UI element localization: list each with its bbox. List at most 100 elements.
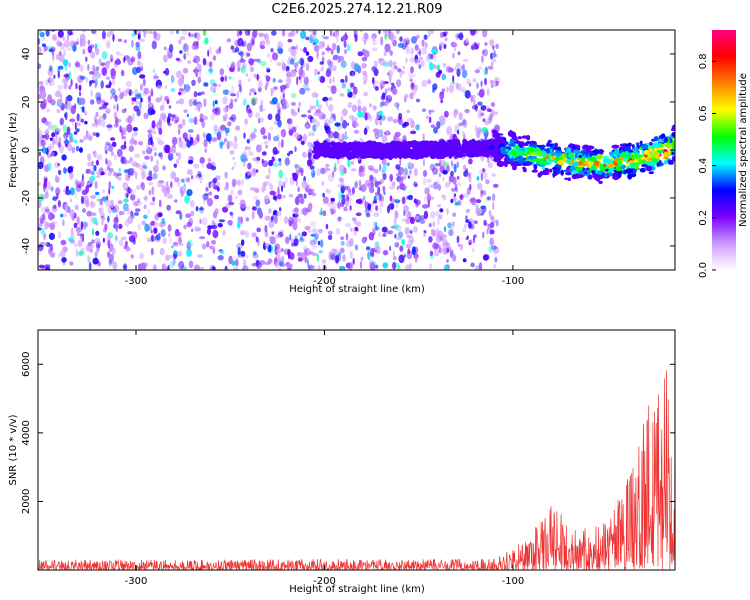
heatmap-cell [307,109,312,113]
heatmap-signal-cell [664,137,668,143]
heatmap-cell [87,162,93,167]
heatmap-cell [178,137,182,142]
heatmap-cell [473,220,478,225]
heatmap-signal-cell [452,147,458,151]
heatmap-cell [492,241,495,250]
heatmap-cell [54,91,61,98]
heatmap-cell [369,261,374,270]
heatmap-signal-cell [626,155,633,159]
heatmap-cell [456,82,459,90]
heatmap-cell [495,43,499,50]
heatmap-cell [278,267,282,270]
heatmap-cell [394,242,400,248]
heatmap-cell [233,142,238,150]
heatmap-cell [434,162,441,167]
heatmap-cell [297,218,302,223]
heatmap-cell [244,118,248,125]
heatmap-signal-cell [649,141,653,146]
heatmap-cell [172,257,176,266]
heatmap-signal-cell [611,172,619,178]
heatmap-cell [284,157,290,166]
heatmap-cell [70,40,76,47]
heatmap-cell [106,165,110,171]
heatmap-cell [239,86,242,93]
heatmap-cell [378,110,383,116]
heatmap-signal-cell [656,162,661,166]
heatmap-cell [253,195,258,201]
heatmap-cell [73,131,78,135]
heatmap-cell [350,168,357,172]
heatmap-cell [92,257,99,265]
heatmap-cell [132,127,138,132]
heatmap-cell [151,110,156,114]
heatmap-signal-cell [516,147,521,152]
heatmap-cell [444,37,448,42]
heatmap-cell [290,58,295,65]
heatmap-cell [466,187,471,195]
heatmap-cell [446,207,449,215]
heatmap-cell [389,245,392,251]
heatmap-cell [202,58,207,66]
heatmap-cell [187,129,194,133]
heatmap-cell [428,109,435,113]
x-tick-label: -200 [313,576,336,587]
heatmap-signal-cell [621,151,627,158]
heatmap-cell [484,77,487,86]
heatmap-cell [281,30,286,37]
heatmap-signal-cell [365,140,374,146]
heatmap-cell [489,229,495,235]
heatmap-cell [346,44,351,52]
colorbar-tick-label: 0.4 [698,158,709,174]
heatmap-cell [271,156,275,163]
heatmap-signal-cell [580,156,586,163]
heatmap-cell [138,164,144,171]
heatmap-cell [325,189,332,194]
heatmap-cell [372,76,375,85]
heatmap-cell [63,135,67,141]
heatmap-cell [342,254,346,262]
heatmap-cell [310,233,316,237]
heatmap-cell [272,146,278,156]
heatmap-cell [423,233,426,237]
heatmap-cell [402,218,407,223]
heatmap-cell [274,158,278,162]
heatmap-cell [178,39,182,45]
heatmap-cell [41,43,47,48]
heatmap-cell [409,169,412,175]
heatmap-cell [305,51,310,56]
heatmap-cell [108,31,113,35]
heatmap-cell [203,198,206,205]
heatmap-cell [95,159,99,166]
heatmap-cell [101,119,106,128]
heatmap-signal-cell [396,144,404,151]
heatmap-cell [87,39,91,45]
heatmap-cell [129,188,133,194]
heatmap-cell [152,196,156,202]
heatmap-cell [311,105,317,110]
heatmap-cell [280,98,287,106]
heatmap-signal-cell [388,153,392,158]
heatmap-cell [358,186,362,191]
heatmap-cell [164,68,170,76]
y-tick-label: 6000 [21,352,32,377]
heatmap-cell [308,30,313,33]
heatmap-cell [341,134,345,144]
heatmap-signal-cell [670,128,675,132]
heatmap-cell [299,87,306,95]
heatmap-cell [327,234,333,241]
heatmap-cell [69,118,76,123]
heatmap-cell [96,175,101,179]
heatmap-signal-cell [492,147,500,154]
heatmap-cell [365,212,371,218]
heatmap-cell [480,112,485,117]
heatmap-cell [322,192,325,198]
heatmap-cell [401,196,406,205]
heatmap-cell [347,262,354,270]
heatmap-cell [60,239,67,246]
heatmap-cell [158,127,163,135]
heatmap-cell [59,249,66,258]
heatmap-cell [91,212,97,216]
heatmap-cell [299,57,305,66]
heatmap-signal-cell [533,163,538,171]
y-tick-label: 40 [21,48,32,61]
